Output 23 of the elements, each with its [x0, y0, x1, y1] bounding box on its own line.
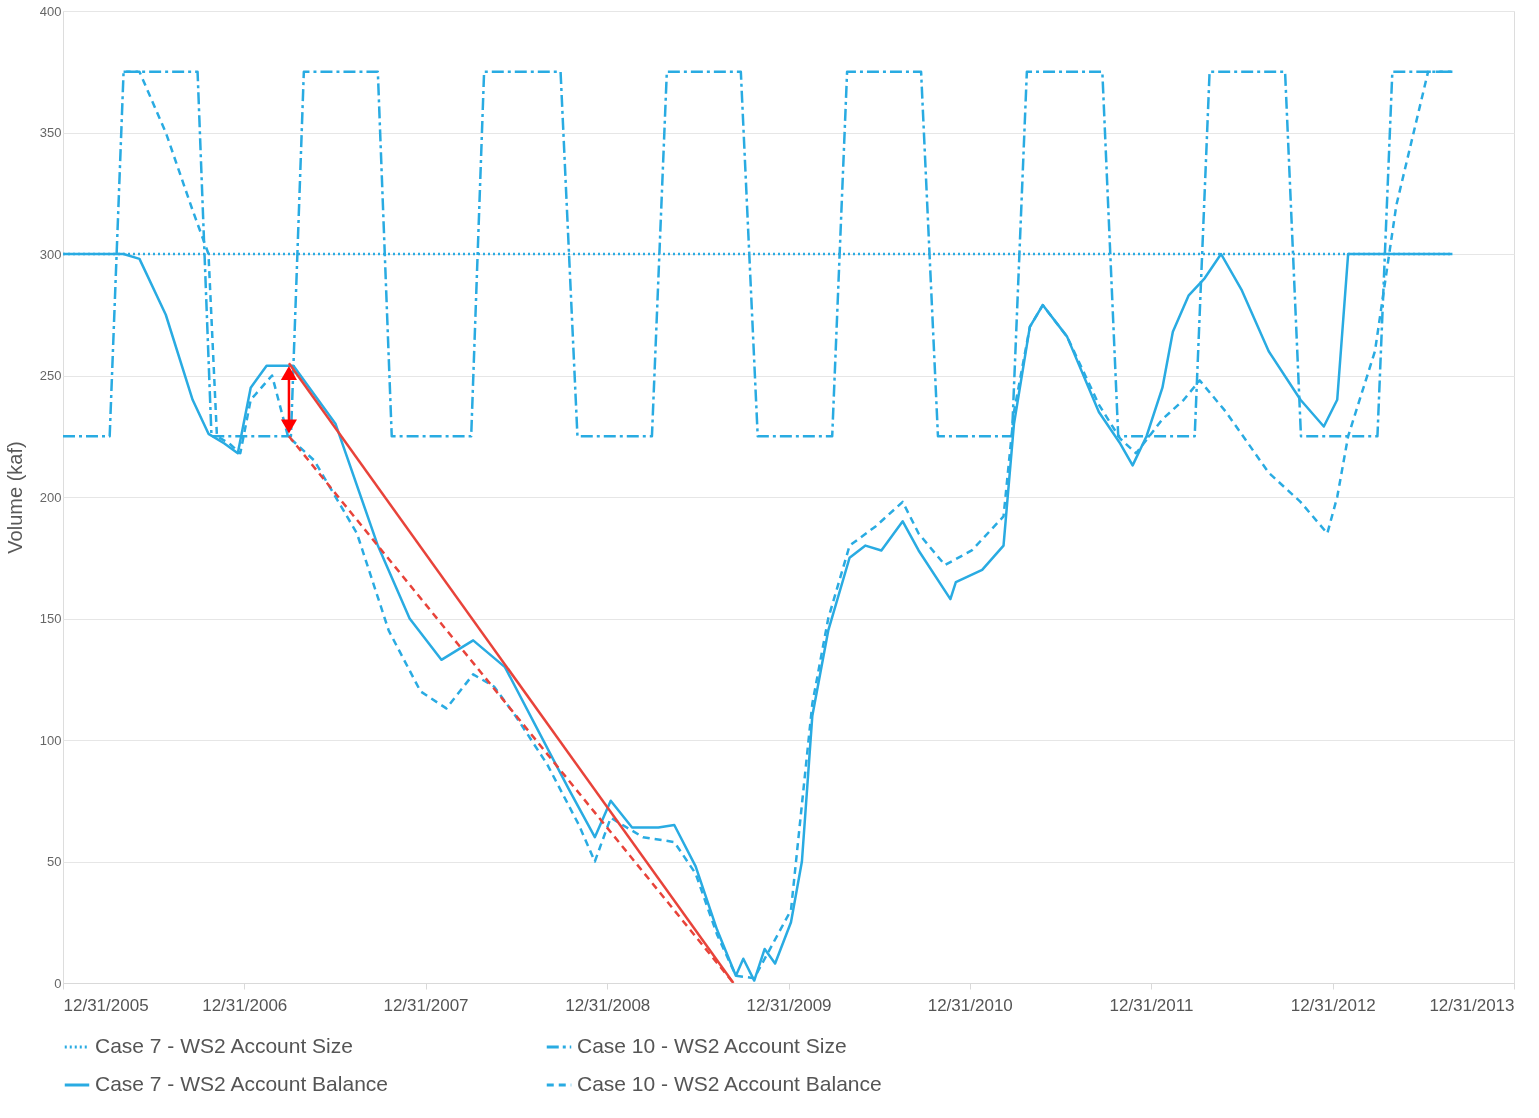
x-tick-label: 12/31/2012: [1290, 995, 1376, 1015]
legend-label: Case 10 - WS2 Account Size: [577, 1034, 847, 1057]
x-tick-label: 12/31/2007: [383, 995, 469, 1015]
x-tick-label: 12/31/2010: [927, 995, 1013, 1015]
y-tick-label: 100: [39, 732, 62, 748]
y-tick-label: 250: [39, 368, 62, 383]
y-axis-title: Volume (kaf): [3, 441, 26, 554]
x-tick-label: 12/31/2011: [1109, 995, 1194, 1015]
legend-label: Case 10 - WS2 Account Balance: [577, 1072, 882, 1095]
legend-label: Case 7 - WS2 Account Balance: [95, 1072, 388, 1095]
x-tick-label: 12/31/2009: [746, 995, 832, 1015]
y-tick-label: 150: [39, 611, 62, 626]
x-tick-label: 12/31/2013: [1429, 995, 1515, 1015]
legend-label: Case 7 - WS2 Account Size: [95, 1034, 353, 1057]
y-tick-label: 50: [47, 854, 62, 869]
y-tick-label: 0: [54, 975, 62, 991]
y-tick-label: 350: [39, 125, 62, 140]
x-tick-label: 12/31/2006: [202, 995, 288, 1015]
y-tick-label: 200: [39, 489, 62, 505]
y-tick-label: 400: [39, 3, 62, 19]
x-tick-label: 12/31/2008: [565, 995, 651, 1015]
y-tick-label: 300: [39, 246, 62, 262]
x-tick-label: 12/31/2005: [63, 995, 149, 1015]
